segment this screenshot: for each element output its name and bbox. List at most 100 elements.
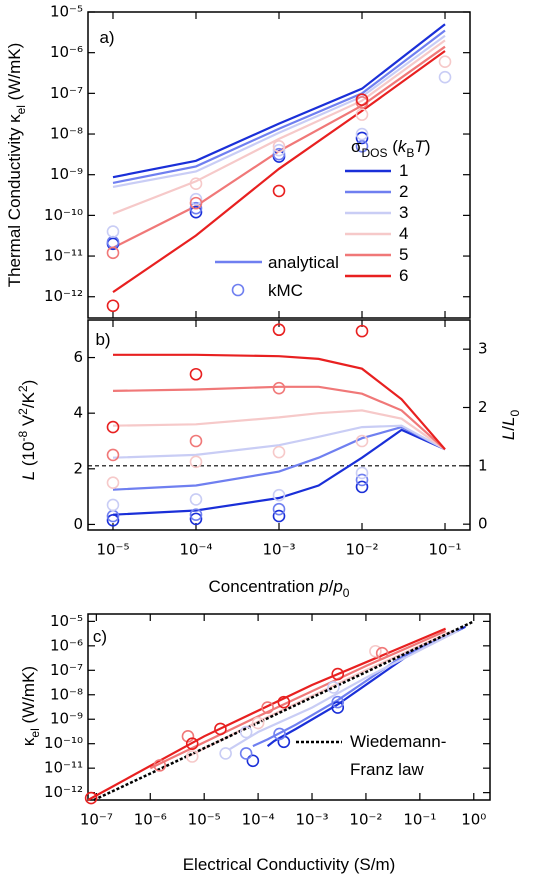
kmc-marker — [272, 323, 286, 337]
legend-swatch — [231, 283, 245, 297]
kmc-marker — [239, 747, 253, 760]
kmc-marker — [355, 324, 369, 338]
kmc-marker — [375, 646, 389, 660]
kmc-marker — [272, 381, 286, 395]
label-part: ) — [425, 137, 431, 156]
panel-label: b) — [95, 330, 110, 349]
kmc-marker — [272, 488, 286, 502]
y-axis-label: Thermal Conductivity κel (W/mK) — [5, 43, 28, 288]
kmc-marker — [189, 205, 203, 219]
label-part: Thermal Conductivity κ — [5, 114, 24, 287]
x-axis-label: Electrical Conductivity (S/m) — [183, 855, 396, 874]
kmc-marker — [272, 184, 286, 198]
series-line — [112, 29, 446, 184]
kmc-marker — [189, 201, 203, 215]
x-tick-label: 10⁰ — [461, 811, 486, 829]
y-tick-label: 0 — [73, 515, 83, 533]
label-part: 0 — [508, 410, 522, 417]
kmc-marker — [273, 727, 286, 741]
panel-label: c) — [93, 627, 107, 646]
kmc-marker — [106, 299, 120, 313]
label-part: / — [329, 577, 334, 596]
kmc-marker — [189, 512, 203, 526]
kmc-marker — [355, 108, 369, 121]
series-line — [112, 50, 446, 294]
legend-label: 2 — [399, 182, 408, 201]
y-tick-label: 10⁻⁸ — [50, 685, 83, 703]
label-part: ) — [19, 380, 38, 386]
label-part: / — [499, 426, 518, 431]
y-tick-label: 10⁻¹⁰ — [44, 206, 83, 224]
kmc-marker — [261, 701, 274, 714]
y-tick-label: 10⁻¹² — [44, 783, 83, 801]
kmc-marker — [189, 455, 203, 469]
y2-tick-label: 1 — [478, 456, 488, 474]
kmc-marker — [272, 502, 286, 516]
label-part: ( — [388, 137, 399, 156]
series-line — [252, 627, 463, 748]
label-part: 2 — [16, 408, 30, 415]
y-tick-label: 10⁻⁷ — [50, 661, 83, 679]
series-line — [112, 23, 446, 179]
y-tick-label: 10⁻⁵ — [50, 3, 83, 21]
x-tick-label: 10⁻⁶ — [134, 811, 167, 829]
kmc-marker — [214, 722, 227, 736]
series-line — [266, 625, 466, 747]
y-tick-label: 10⁻⁸ — [50, 125, 83, 143]
x-tick-label: 10⁻¹ — [403, 811, 436, 829]
series-line — [113, 353, 446, 451]
kmc-marker — [106, 513, 120, 527]
kmc-marker — [355, 139, 369, 153]
label-part: σ — [351, 137, 362, 156]
label-part: T — [414, 137, 426, 156]
y-axis-label: κel (W/mK) — [19, 666, 42, 746]
label-part: Electrical Conductivity (S/m) — [183, 855, 396, 874]
legend-label: 3 — [399, 203, 408, 222]
kmc-marker — [106, 420, 120, 434]
kmc-marker — [331, 695, 345, 709]
kmc-marker — [185, 750, 199, 763]
kmc-marker — [272, 509, 286, 523]
kmc-marker — [219, 747, 232, 760]
label-part: Concentration — [209, 577, 320, 596]
x-axis-label: Concentration p/p0 — [209, 577, 350, 600]
x-tick-label: 10⁻³ — [262, 541, 295, 559]
series-line — [112, 34, 446, 188]
kmc-marker — [189, 196, 203, 210]
kmc-marker — [331, 701, 345, 714]
plot-frame — [87, 11, 471, 319]
legend-label: 4 — [399, 224, 408, 243]
kmc-marker — [251, 716, 265, 730]
label-part: (10 — [19, 442, 38, 471]
label-part: /K — [19, 391, 38, 408]
kmc-marker — [189, 367, 203, 381]
label-part: -8 — [16, 431, 30, 442]
label-part: L — [19, 471, 38, 480]
kmc-marker — [355, 466, 369, 480]
kmc-marker — [277, 695, 291, 709]
label-part: p — [318, 577, 328, 596]
y-tick-label: 10⁻⁶ — [50, 636, 83, 654]
kmc-marker — [189, 177, 203, 191]
kmc-marker — [106, 225, 120, 238]
kmc-marker — [355, 473, 369, 487]
kmc-marker — [331, 667, 345, 681]
kmc-marker — [355, 127, 369, 141]
legend-title: σDOS (kBT) — [351, 137, 430, 160]
legend-label: analytical — [268, 253, 339, 272]
kmc-marker — [153, 759, 167, 772]
kmc-marker — [272, 147, 286, 161]
y-tick-label: 10⁻¹⁰ — [44, 734, 83, 752]
series-line — [112, 428, 446, 516]
kmc-marker — [355, 480, 369, 494]
kmc-marker — [106, 246, 120, 260]
label-part: p — [332, 577, 342, 596]
kmc-marker — [189, 493, 203, 506]
kmc-marker — [355, 434, 369, 448]
series-line — [112, 39, 446, 215]
panel-label: a) — [99, 28, 114, 47]
y-tick-label: 2 — [73, 459, 83, 477]
legend-label: 5 — [399, 245, 408, 264]
kmc-marker — [189, 434, 203, 448]
